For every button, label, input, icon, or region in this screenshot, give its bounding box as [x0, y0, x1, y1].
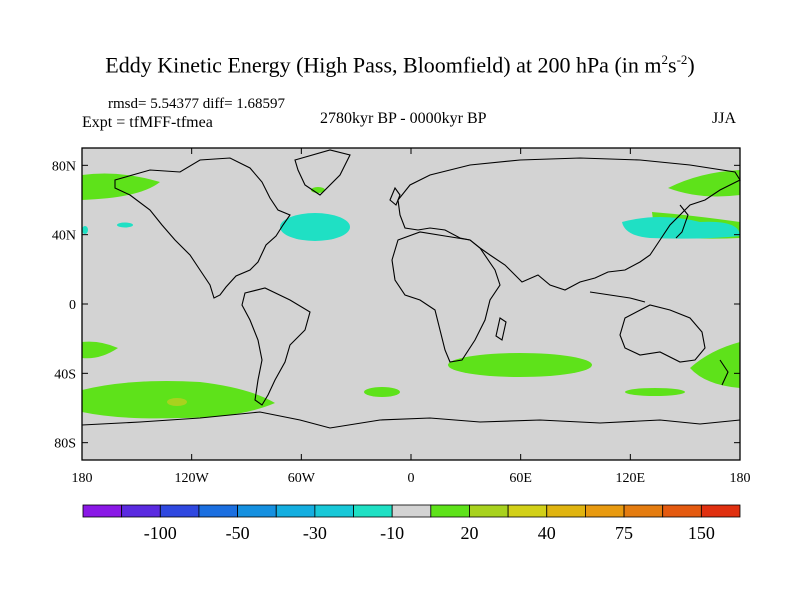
- colorbar-swatch: [469, 504, 509, 518]
- colorbar-swatch: [430, 504, 470, 518]
- colorbar-label: -50: [226, 523, 250, 543]
- shade-pacific-neg-edge: [82, 226, 88, 234]
- lon-tick-label: 180: [730, 471, 751, 486]
- lat-tick-label: 40N: [52, 229, 76, 244]
- colorbar-label: 75: [615, 523, 633, 543]
- lat-tick-label: 40S: [54, 367, 76, 382]
- shade-south-pacific-core: [167, 398, 187, 406]
- lat-tick-label: 0: [69, 298, 76, 313]
- shade-north-atlantic-neg: [280, 213, 350, 241]
- anomaly-shading: [82, 170, 740, 419]
- coast-antarctica: [81, 411, 741, 429]
- period-label: 2780kyr BP - 0000kyr BP: [320, 110, 487, 127]
- colorbar-swatch: [198, 504, 238, 518]
- shade-south-atlantic: [364, 387, 400, 397]
- colorbar-label: -30: [303, 523, 327, 543]
- colorbar-swatch: [159, 504, 200, 518]
- shade-southeast-pacific: [82, 341, 118, 359]
- lat-tick-label: 80S: [54, 437, 76, 452]
- colorbar-swatch: [237, 504, 277, 518]
- colorbar-swatch: [121, 504, 161, 518]
- lat-tick-label: 80N: [52, 159, 76, 174]
- colorbar-label: 20: [460, 523, 478, 543]
- shade-north-pacific-east: [82, 173, 160, 200]
- colorbar: -100 -50 -30 -10 20 40 75 150: [82, 504, 741, 543]
- coast-indonesia: [589, 291, 646, 303]
- colorbar-swatch: [585, 504, 625, 518]
- season-label: JJA: [712, 110, 737, 127]
- coast-new-zealand: [719, 359, 729, 386]
- coast-madagascar: [495, 317, 507, 341]
- colorbar-label: 150: [688, 523, 715, 543]
- colorbar-swatch: [82, 504, 123, 518]
- coast-south-america: [241, 287, 311, 406]
- coast-north-america: [114, 157, 291, 299]
- colorbar-swatch: [700, 504, 741, 518]
- colorbar-label: 40: [538, 523, 556, 543]
- colorbar-swatch: [507, 504, 548, 518]
- coast-australia: [619, 304, 706, 363]
- lon-tick-label: 60W: [288, 471, 316, 486]
- shade-southwest-pacific: [690, 342, 740, 388]
- colorbar-swatch: [391, 504, 432, 518]
- colorbar-swatch: [623, 504, 664, 518]
- coast-greenland: [294, 149, 351, 196]
- coast-africa: [391, 231, 501, 363]
- experiment-label: Expt = tfMFF-tfmea: [82, 114, 213, 131]
- plot-title: Eddy Kinetic Energy (High Pass, Bloomfie…: [105, 52, 695, 78]
- coastlines: [81, 149, 741, 429]
- lon-tick-label: 120E: [616, 471, 646, 486]
- shade-north-pacific-west: [668, 170, 740, 197]
- colorbar-swatch: [546, 504, 586, 518]
- colorbar-label: -100: [144, 523, 177, 543]
- lon-tick-label: 180: [72, 471, 93, 486]
- shade-pacific-neg-small: [117, 222, 133, 228]
- map-axes: 80N 40N 0 40S 80S 180 120W 60W 0 60E 120E 180: [52, 148, 751, 486]
- lon-tick-label: 120W: [175, 471, 210, 486]
- lon-tick-label: 0: [408, 471, 415, 486]
- stats-text: rmsd= 5.54377 diff= 1.68597: [108, 96, 286, 112]
- shade-north-pacific-neg: [622, 217, 740, 239]
- colorbar-swatch: [314, 504, 354, 518]
- map-frame: [81, 147, 741, 461]
- shade-southwest-indian: [625, 388, 685, 396]
- lon-tick-label: 60E: [509, 471, 532, 486]
- colorbar-label: -10: [380, 523, 404, 543]
- coast-uk: [389, 186, 401, 206]
- colorbar-swatch: [353, 504, 393, 518]
- coast-japan: [675, 204, 689, 239]
- colorbar-swatch: [275, 504, 316, 518]
- shade-south-indian: [448, 353, 592, 377]
- colorbar-swatch: [662, 504, 702, 518]
